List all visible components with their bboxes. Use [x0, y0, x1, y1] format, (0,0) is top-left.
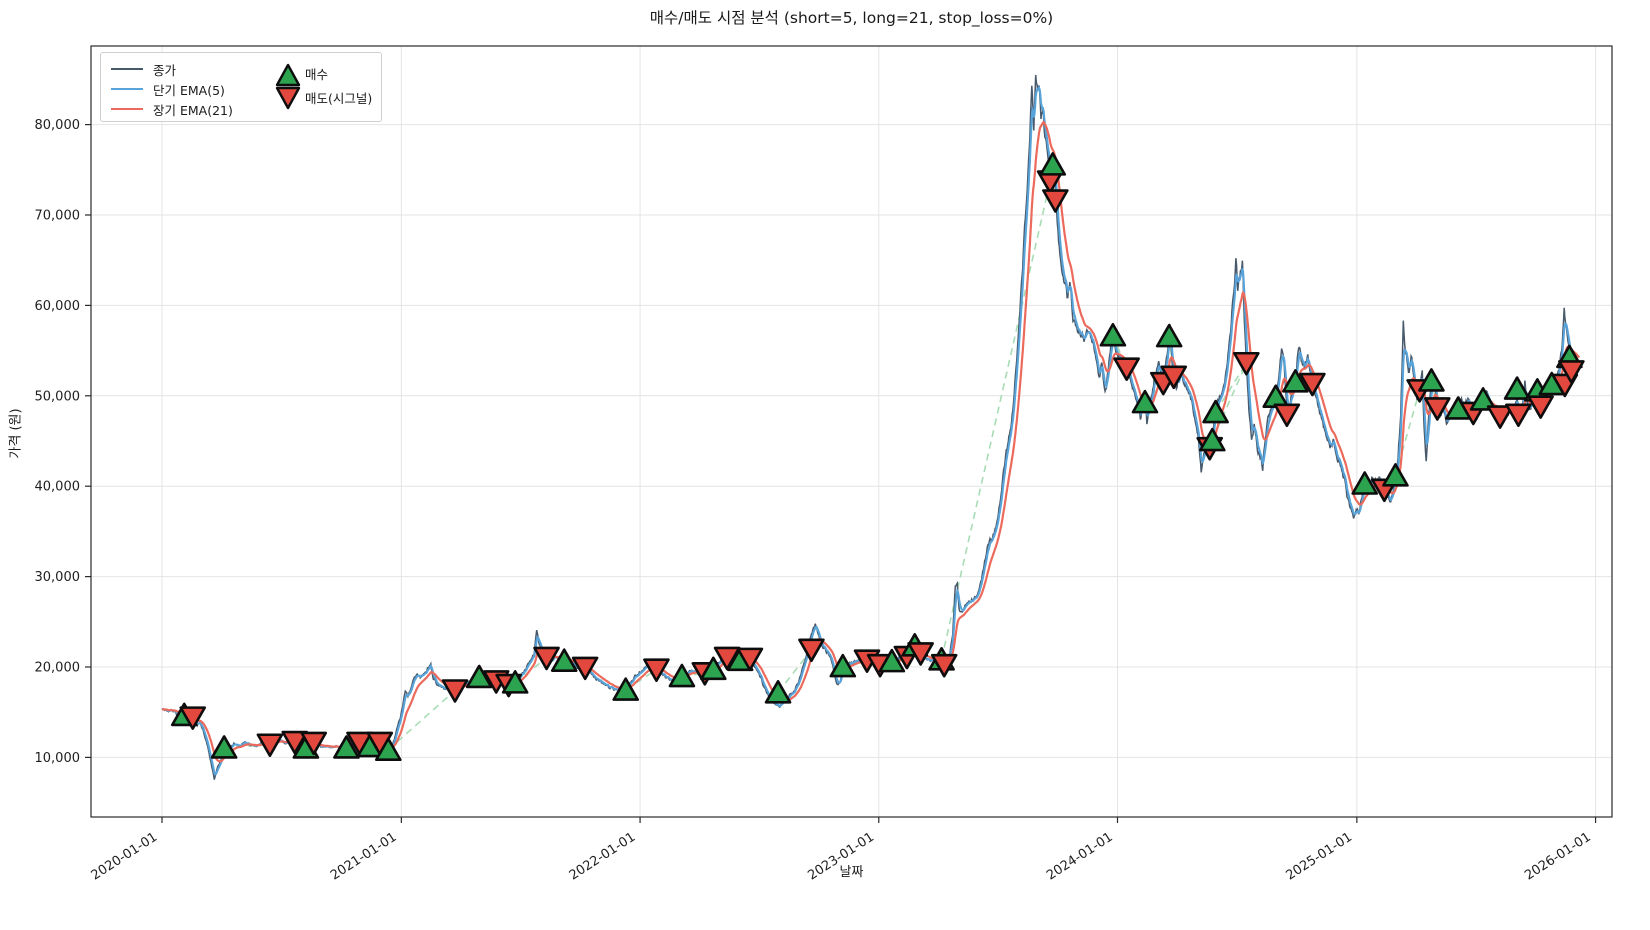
sell-marker [713, 646, 741, 671]
ema-short-line-swatch [111, 88, 143, 90]
x-axis-label: 날짜 [839, 865, 864, 880]
buy-marker [878, 648, 906, 673]
buy-marker [1282, 369, 1309, 393]
y-tick-label: 60,000 [35, 299, 81, 314]
y-tick-label: 30,000 [35, 570, 81, 585]
buy-marker [1099, 322, 1127, 347]
sell-marker [1299, 372, 1326, 397]
buy-marker [1418, 368, 1445, 392]
sell-marker [1233, 351, 1260, 376]
buy-marker [1131, 389, 1159, 414]
buy-marker [1155, 323, 1183, 348]
trade-connector-line [777, 649, 813, 693]
buy-marker [1469, 387, 1497, 411]
buy-marker [1351, 471, 1379, 495]
buy-marker [764, 680, 792, 704]
sell-marker [736, 647, 764, 672]
legend-label-buy: 매수 [305, 67, 329, 82]
sell-marker [281, 730, 309, 755]
sell-marker [256, 733, 284, 758]
buy-marker [1382, 463, 1409, 487]
trade-connector-line [387, 689, 456, 751]
buy-marker [700, 656, 727, 681]
buy-marker [1199, 427, 1226, 452]
y-tick-label: 10,000 [35, 751, 81, 766]
sell-marker [907, 642, 934, 666]
sell-marker [1113, 357, 1140, 381]
sell-marker [533, 646, 560, 671]
buy-marker [465, 664, 493, 689]
trade-connector-line [940, 181, 1051, 660]
chart-title: 매수/매도 시점 분석 (short=5, long=21, stop_loss… [649, 9, 1054, 27]
buy-marker [1202, 399, 1229, 424]
y-tick-label: 70,000 [35, 209, 81, 224]
buy-marker [829, 653, 857, 678]
sell-marker [300, 731, 328, 756]
sell-marker [1527, 395, 1554, 419]
legend-item-ema-long: 장기 EMA(21) [111, 101, 233, 118]
sell-marker [1486, 405, 1514, 429]
buy-marker [374, 737, 402, 762]
legend-label-sell: 매도(시그널) [305, 91, 373, 106]
buy-marker [333, 735, 360, 759]
buy-marker [1503, 376, 1531, 400]
sell-marker [1558, 360, 1585, 384]
sell-marker [179, 706, 207, 730]
trade-connector-line [1214, 362, 1248, 413]
y-tick-label: 20,000 [35, 661, 81, 676]
ema-short-line [161, 85, 1581, 776]
legend-label-ema-short: 단기 EMA(5) [153, 82, 225, 98]
sell-triangle-icon [275, 86, 301, 110]
y-tick-label: 50,000 [35, 389, 81, 404]
buy-marker [668, 663, 696, 688]
plot-frame [90, 45, 1613, 818]
y-tick-label: 40,000 [35, 480, 81, 495]
y-tick-label: 80,000 [35, 118, 81, 133]
sell-marker [1273, 403, 1301, 428]
buy-marker [550, 648, 578, 672]
buy-marker [1039, 152, 1067, 176]
legend-label-ema-long: 장기 EMA(21) [153, 102, 233, 118]
sell-marker [798, 638, 825, 663]
buy-marker [612, 677, 639, 701]
sell-marker [930, 653, 958, 678]
sell-marker [643, 658, 670, 683]
legend-item-close: 종가 [111, 61, 177, 78]
close-line-swatch [111, 68, 143, 70]
buy-triangle-icon [275, 63, 301, 87]
close-price-line [161, 74, 1580, 780]
legend: 종가 단기 EMA(5) 장기 EMA(21) 매수 매도(시그널) [100, 52, 382, 122]
sell-marker [1505, 403, 1532, 428]
ema-long-line-swatch [111, 108, 143, 110]
legend-label-close: 종가 [153, 62, 177, 78]
legend-item-ema-short: 단기 EMA(5) [111, 81, 225, 98]
sell-marker [571, 656, 599, 681]
sell-marker [1160, 365, 1188, 390]
sell-marker [441, 679, 469, 703]
buy-marker [501, 670, 529, 694]
sell-marker [1042, 189, 1069, 213]
buy-marker [210, 735, 238, 759]
legend-marker-icons [275, 63, 301, 110]
sell-marker [1424, 397, 1451, 421]
